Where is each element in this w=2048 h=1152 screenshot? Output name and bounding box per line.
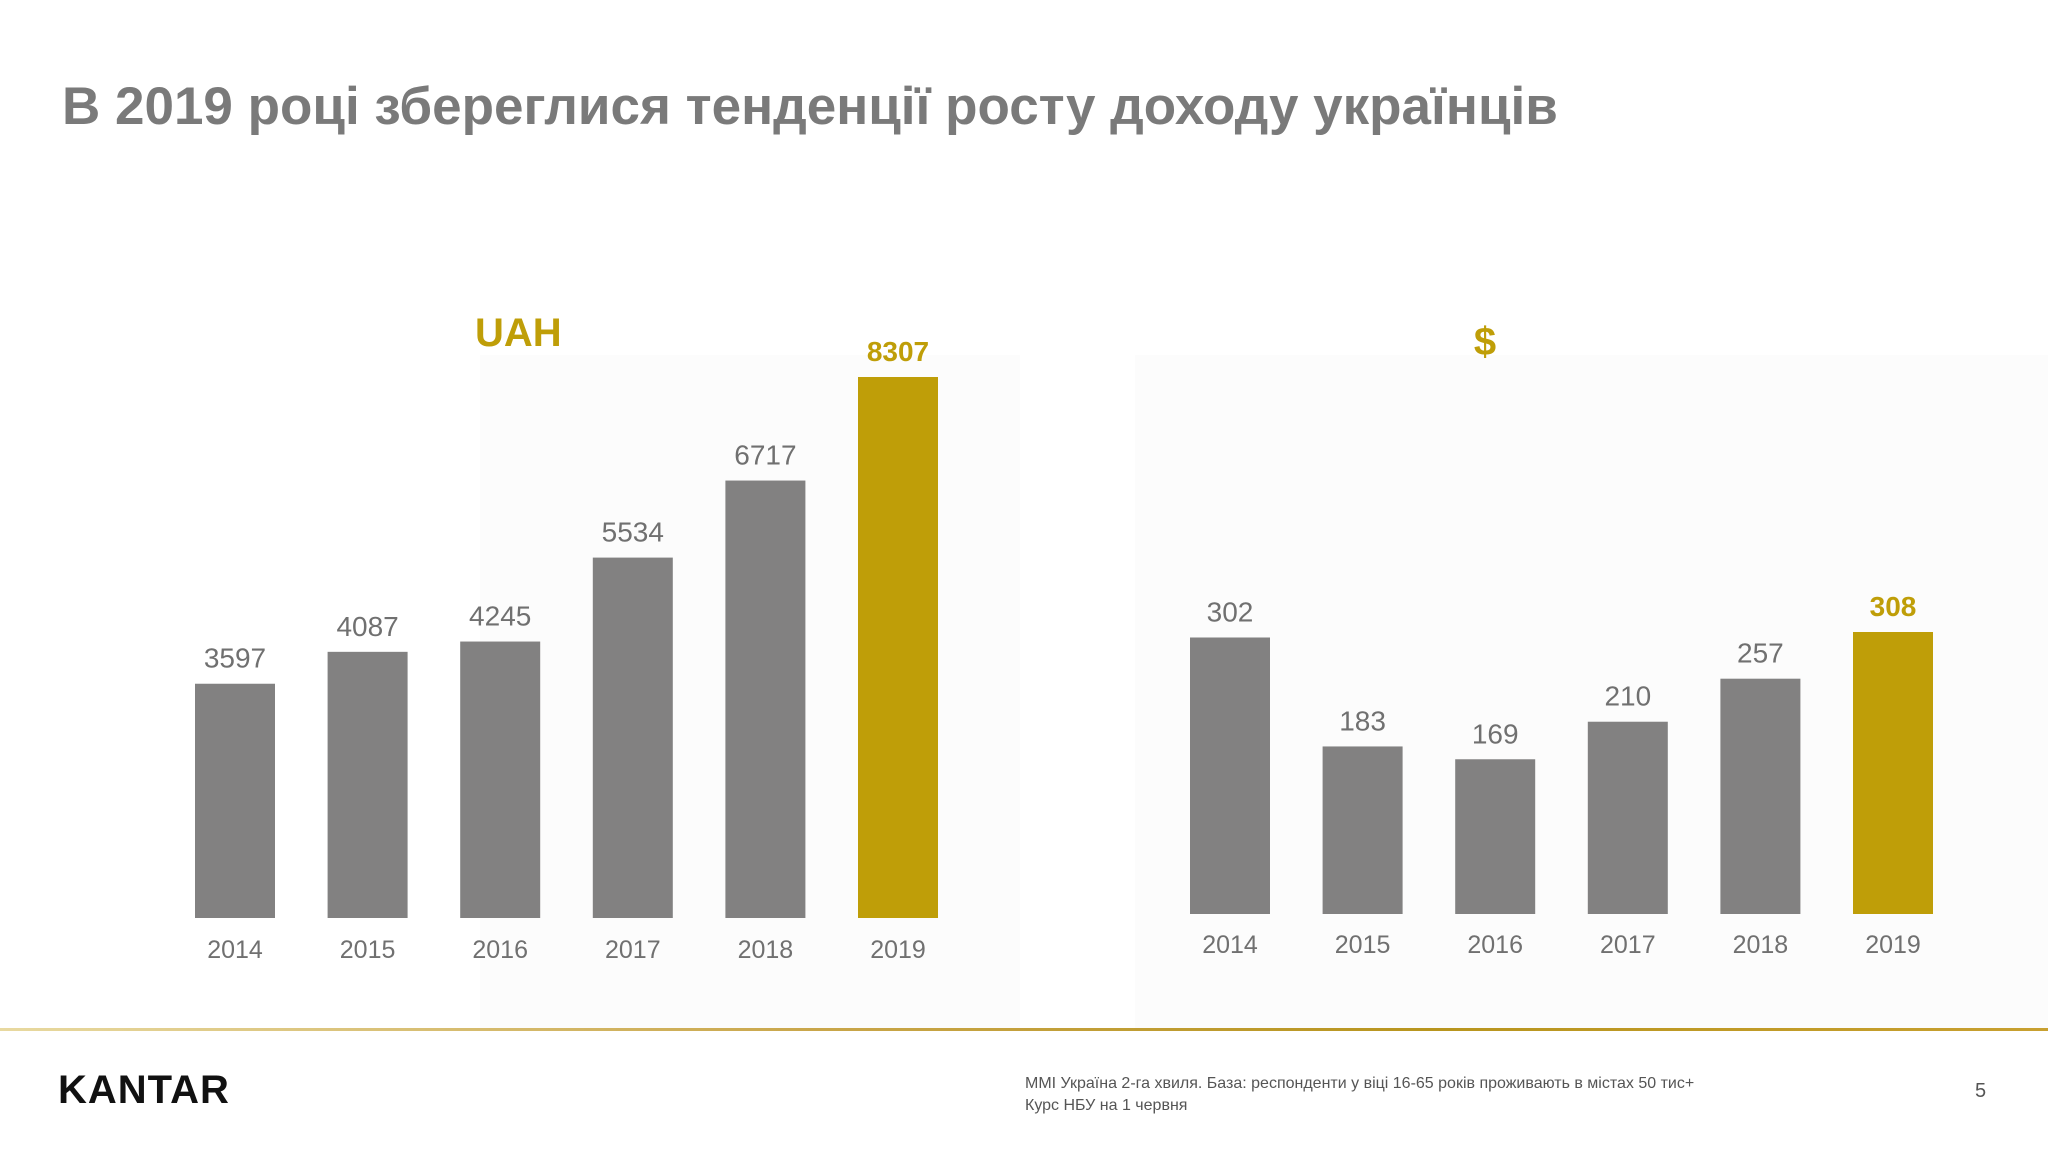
uah-bar-2018 (725, 480, 806, 918)
uah-bar-2014 (195, 683, 275, 918)
usd-tick-label-2014: 2014 (1202, 931, 1258, 959)
uah-value-label-2016: 4245 (469, 601, 531, 632)
uah-tick-label-2019: 2019 (870, 936, 926, 964)
uah-tick-label-2017: 2017 (605, 936, 661, 964)
uah-tick-label-2018: 2018 (738, 936, 794, 964)
footnote: MMI Україна 2-га хвиля. База: респондент… (1025, 1073, 1694, 1117)
uah-bar-2017 (592, 557, 673, 918)
page-title: В 2019 році збереглися тенденції росту д… (62, 77, 1558, 136)
uah-value-label-2014: 3597 (204, 643, 266, 674)
usd-tick-label-2017: 2017 (1600, 931, 1656, 959)
uah-bar-2015 (327, 651, 408, 918)
usd-bar-2015 (1322, 746, 1403, 914)
usd-value-label-2019: 308 (1870, 591, 1917, 622)
usd-tick-label-2018: 2018 (1733, 931, 1789, 959)
usd-tick-label-2016: 2016 (1467, 931, 1523, 959)
uah-tick-label-2014: 2014 (207, 936, 263, 964)
usd-bar-2017 (1587, 721, 1668, 914)
uah-tick-label-2015: 2015 (340, 936, 396, 964)
usd-bar-2018 (1720, 678, 1801, 914)
kantar-logo: KANTAR (58, 1068, 230, 1112)
usd-value-label-2014: 302 (1207, 596, 1254, 627)
usd-value-label-2018: 257 (1737, 638, 1784, 669)
usd-bar-2014 (1190, 637, 1270, 914)
usd-value-label-2015: 183 (1339, 705, 1386, 736)
uah-chart-title: UAH (475, 311, 562, 355)
uah-value-label-2019: 8307 (867, 336, 929, 367)
usd-tick-label-2019: 2019 (1865, 931, 1921, 959)
usd-value-label-2017: 210 (1604, 681, 1651, 712)
gold-divider (0, 1028, 2048, 1031)
uah-value-label-2015: 4087 (336, 611, 398, 642)
chart-usd: $302 2014 183 2015 169 2016 210 2017 257 2018 308 2… (1190, 320, 1933, 959)
usd-chart-title: $ (1474, 320, 1496, 364)
uah-value-label-2018: 6717 (734, 440, 796, 471)
usd-bar-2016 (1455, 759, 1536, 914)
uah-tick-label-2016: 2016 (472, 936, 528, 964)
usd-tick-label-2015: 2015 (1335, 931, 1391, 959)
usd-bar-2019 (1853, 632, 1933, 914)
chart-uah: UAH 3597 2014 4087 2015 4245 2016 5534 2017 6717 2… (195, 311, 938, 964)
usd-value-label-2016: 169 (1472, 718, 1519, 749)
uah-bar-2016 (460, 641, 541, 918)
footnote-line-1: MMI Україна 2-га хвиля. База: респондент… (1025, 1075, 1695, 1092)
uah-value-label-2017: 5534 (602, 517, 664, 548)
uah-bar-2019 (858, 377, 938, 918)
footnote-line-2: Курс НБУ на 1 червня (1025, 1097, 1188, 1114)
page-number: 5 (1975, 1080, 1987, 1102)
